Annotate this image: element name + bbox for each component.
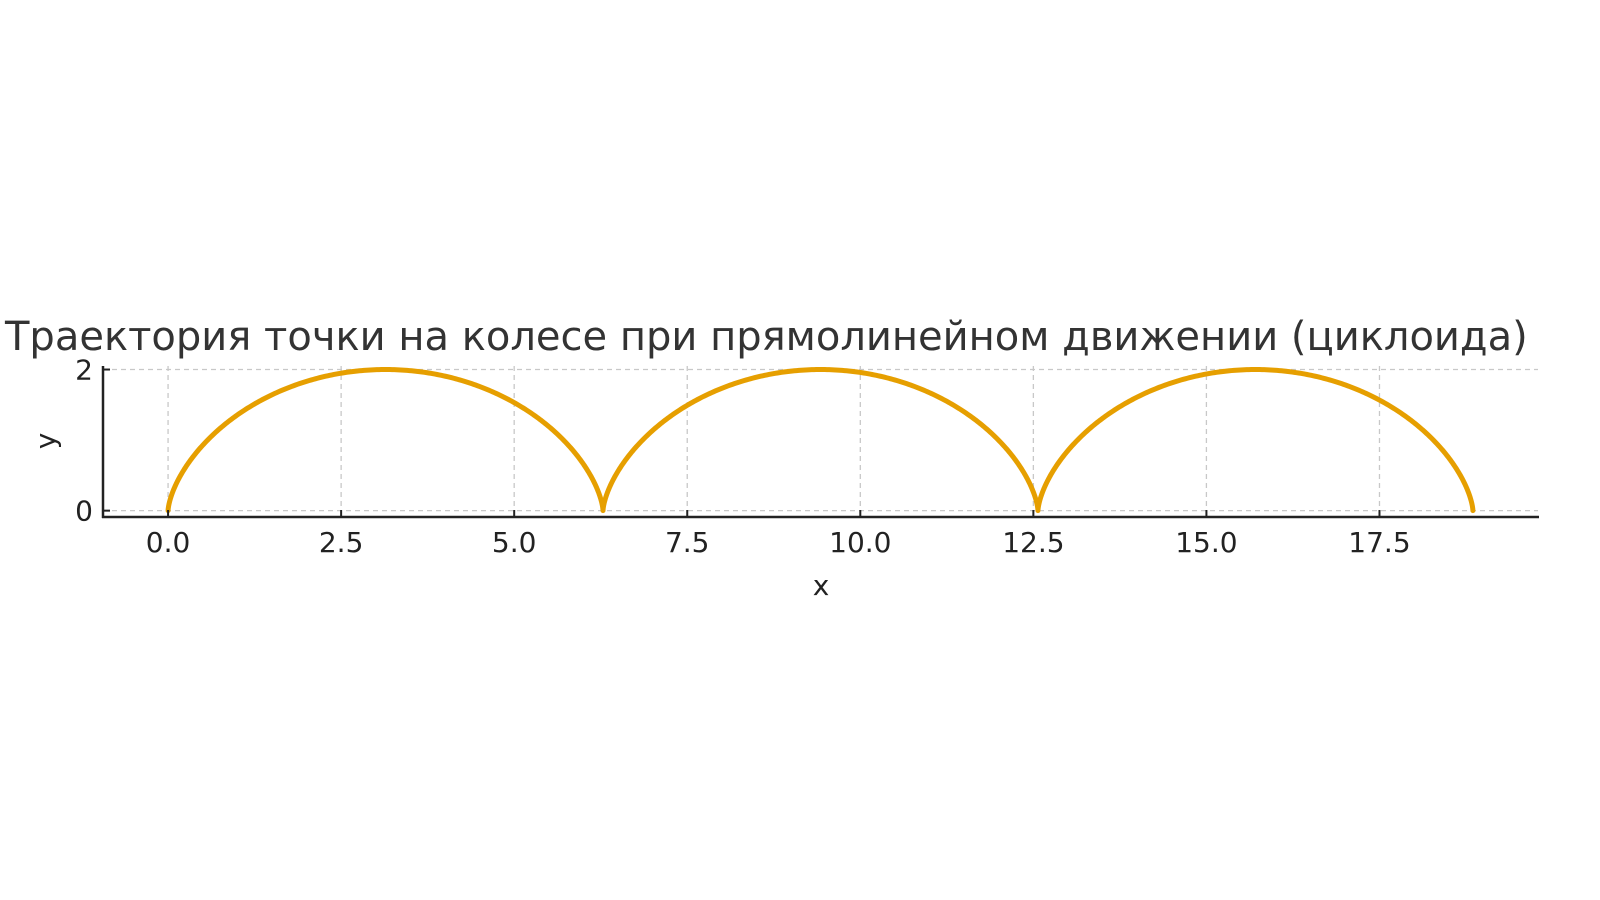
y-axis-label: y — [29, 433, 62, 450]
x-tick-label: 15.0 — [1175, 526, 1237, 559]
x-tick-label: 5.0 — [492, 526, 537, 559]
chart-title: Траектория точки на колесе при прямолине… — [4, 314, 1528, 360]
x-tick-label: 0.0 — [146, 526, 191, 559]
x-axis-label: x — [813, 569, 830, 602]
y-tick-label: 0 — [75, 495, 93, 528]
x-tick-label: 12.5 — [1002, 526, 1064, 559]
x-tick-label: 2.5 — [319, 526, 364, 559]
grid — [103, 366, 1538, 517]
y-tick-label: 2 — [75, 354, 93, 387]
x-tick-label: 17.5 — [1348, 526, 1410, 559]
cycloid-line — [165, 367, 1476, 514]
x-tick-label: 7.5 — [665, 526, 710, 559]
x-tick-label: 10.0 — [829, 526, 891, 559]
series-layer — [165, 367, 1476, 514]
ticks: 0.0 2.5 5.0 7.5 10.0 12.5 15.0 17.5 0 2 — [75, 354, 1410, 559]
